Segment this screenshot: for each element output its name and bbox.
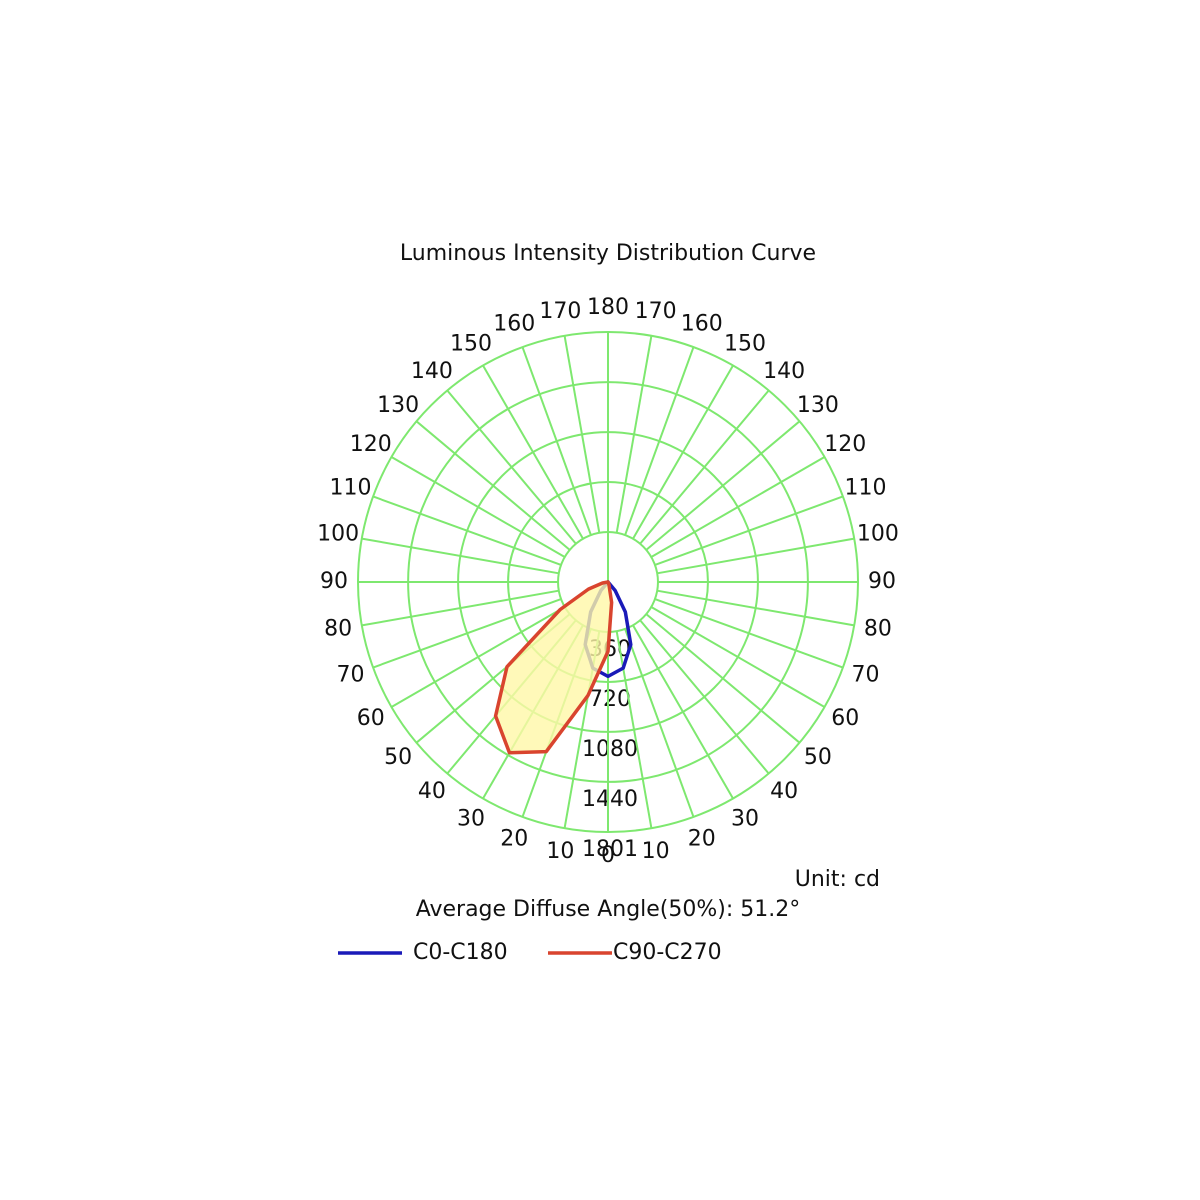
grid-spoke (645, 613, 801, 744)
chart-title: Luminous Intensity Distribution Curve (400, 241, 816, 266)
angle-tick-label: 10 (546, 839, 574, 864)
angle-tick-label: 150 (724, 332, 766, 357)
grid-spoke (390, 606, 566, 708)
angle-tick-label: 20 (688, 826, 716, 851)
grid-spoke (390, 456, 566, 558)
angle-tick-label: 30 (457, 806, 485, 831)
angle-tick-label: 130 (377, 393, 419, 418)
grid-spoke (645, 420, 801, 551)
angle-tick-label: 160 (493, 312, 535, 337)
grid-spoke (415, 420, 571, 551)
angle-tick-label: 160 (681, 312, 723, 337)
angle-tick-label: 90 (320, 569, 348, 594)
angle-tick-label: 40 (418, 779, 446, 804)
r-tick-label: 1440 (582, 787, 638, 812)
r-tick-label: 720 (589, 687, 631, 712)
unit-label: Unit: cd (795, 867, 880, 892)
angle-tick-label: 170 (635, 299, 677, 324)
grid-spoke (372, 495, 562, 566)
angle-tick-label: 60 (831, 706, 859, 731)
angle-tick-label: 10 (642, 839, 670, 864)
grid-spoke (563, 335, 601, 533)
grid-spoke (361, 537, 559, 575)
angle-tick-label: 90 (868, 569, 896, 594)
angle-tick-label: 50 (384, 745, 412, 770)
angle-tick-label: 40 (770, 779, 798, 804)
grid-spoke (624, 346, 695, 536)
grid-spoke (615, 631, 653, 829)
angle-tick-label: 180 (587, 295, 629, 320)
angle-tick-label: 110 (330, 475, 372, 500)
grid-spoke (615, 335, 653, 533)
r-tick-label: 1080 (582, 737, 638, 762)
grid-spoke (657, 537, 855, 575)
angle-tick-label: 70 (337, 663, 365, 688)
angle-tick-label: 80 (864, 617, 892, 642)
angle-tick-label: 100 (857, 521, 899, 546)
angle-tick-label: 100 (317, 521, 359, 546)
angle-tick-label: 70 (851, 663, 879, 688)
grid-spoke (650, 606, 826, 708)
angle-tick-label: 140 (763, 359, 805, 384)
grid-spoke (654, 495, 844, 566)
annotation: Average Diffuse Angle(50%): 51.2° (416, 897, 801, 922)
angle-tick-label: 60 (357, 706, 385, 731)
curve (493, 580, 614, 755)
angle-tick-label: 120 (350, 432, 392, 457)
legend-label: C0-C180 (413, 940, 508, 965)
angle-tick-label: 150 (450, 332, 492, 357)
angle-tick-label: 50 (804, 745, 832, 770)
angle-tick-label: 170 (539, 299, 581, 324)
curve-fill (495, 582, 612, 753)
grid-spoke (372, 598, 562, 669)
grid-spoke (632, 624, 734, 800)
angle-tick-label: 20 (500, 826, 528, 851)
angle-tick-label: 130 (797, 393, 839, 418)
angle-tick-label: 120 (824, 432, 866, 457)
grid-spoke (521, 346, 592, 536)
legend-label: C90-C270 (613, 940, 722, 965)
grid-spoke (632, 364, 734, 540)
angle-tick-label: 30 (731, 806, 759, 831)
r-tick-label: 1801 (582, 837, 638, 862)
grid-spoke (482, 364, 584, 540)
grid-spoke (650, 456, 826, 558)
grid-spoke (639, 389, 770, 545)
grid-spoke (624, 628, 695, 818)
grid-spoke (361, 589, 559, 627)
grid-spoke (654, 598, 844, 669)
grid-spoke (446, 389, 577, 545)
angle-tick-label: 80 (324, 617, 352, 642)
grid-spoke (639, 619, 770, 775)
angle-tick-label: 110 (844, 475, 886, 500)
angle-tick-label: 0 (601, 843, 615, 868)
angle-tick-label: 140 (411, 359, 453, 384)
grid-spoke (657, 589, 855, 627)
